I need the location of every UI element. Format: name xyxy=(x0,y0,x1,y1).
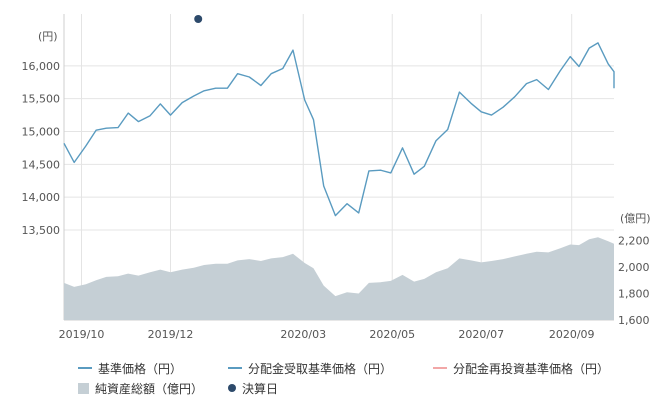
assets-tick-label: 2,200 xyxy=(618,235,650,248)
legend-label: 分配金再投資基準価格（円） xyxy=(453,361,610,376)
legend-item-net-assets[interactable]: 純資産総額（億円） xyxy=(78,380,228,397)
assets-axis-unit: (億円) xyxy=(620,212,651,225)
legend-item-nav[interactable]: 基準価格（円） xyxy=(78,360,228,377)
date-tick-label: 2020/09 xyxy=(549,328,595,341)
date-tick-label: 2020/07 xyxy=(458,328,504,341)
legend-line-swatch xyxy=(78,367,92,369)
legend-line-swatch xyxy=(433,367,447,369)
legend-item-dividend-reinvested[interactable]: 分配金再投資基準価格（円） xyxy=(433,360,609,377)
legend-label: 基準価格（円） xyxy=(98,361,183,376)
assets-tick-label: 1,600 xyxy=(618,314,650,327)
legend-line-swatch xyxy=(228,367,242,369)
legend-row-1: 基準価格（円） 分配金受取基準価格（円） 分配金再投資基準価格（円） xyxy=(78,358,658,378)
legend-row-2: 純資産総額（億円） 決算日 xyxy=(78,378,658,398)
legend-item-settlement-date[interactable]: 決算日 xyxy=(228,380,278,397)
legend-label: 純資産総額（億円） xyxy=(95,381,204,396)
assets-tick-label: 2,000 xyxy=(618,261,650,274)
nav-line xyxy=(63,42,615,217)
date-tick-label: 2019/12 xyxy=(148,328,194,341)
date-tick-label: 2020/05 xyxy=(369,328,415,341)
date-tick-label: 2020/03 xyxy=(280,328,326,341)
legend: 基準価格（円） 分配金受取基準価格（円） 分配金再投資基準価格（円） 純資産総額… xyxy=(78,358,658,398)
legend-label: 決算日 xyxy=(242,381,279,396)
settlement-markers xyxy=(194,15,203,23)
net-assets-area xyxy=(64,237,614,320)
price-tick-label: 15,000 xyxy=(22,126,61,139)
legend-dot-swatch xyxy=(228,384,236,392)
price-tick-label: 14,500 xyxy=(22,158,61,171)
date-tick-label: 2019/10 xyxy=(59,328,105,341)
fund-chart: (円) (億円) 13,500 14,000 14,500 15,000 15,500 1… xyxy=(22,14,651,341)
series-line-0 xyxy=(63,42,615,217)
price-axis-unit: (円) xyxy=(38,30,58,43)
axes: (円) (億円) 13,500 14,000 14,500 15,000 15,500 1… xyxy=(22,30,651,341)
price-tick-label: 13,500 xyxy=(22,224,61,237)
net-assets-area-shape xyxy=(64,237,614,320)
settlement-date-marker xyxy=(194,15,203,23)
price-tick-label: 16,000 xyxy=(22,60,61,73)
legend-label: 分配金受取基準価格（円） xyxy=(248,361,393,376)
assets-tick-label: 1,800 xyxy=(618,288,650,301)
price-tick-label: 15,500 xyxy=(22,93,61,106)
price-tick-label: 14,000 xyxy=(22,191,61,204)
legend-area-swatch xyxy=(78,382,89,394)
legend-item-dividend-received[interactable]: 分配金受取基準価格（円） xyxy=(228,360,433,377)
